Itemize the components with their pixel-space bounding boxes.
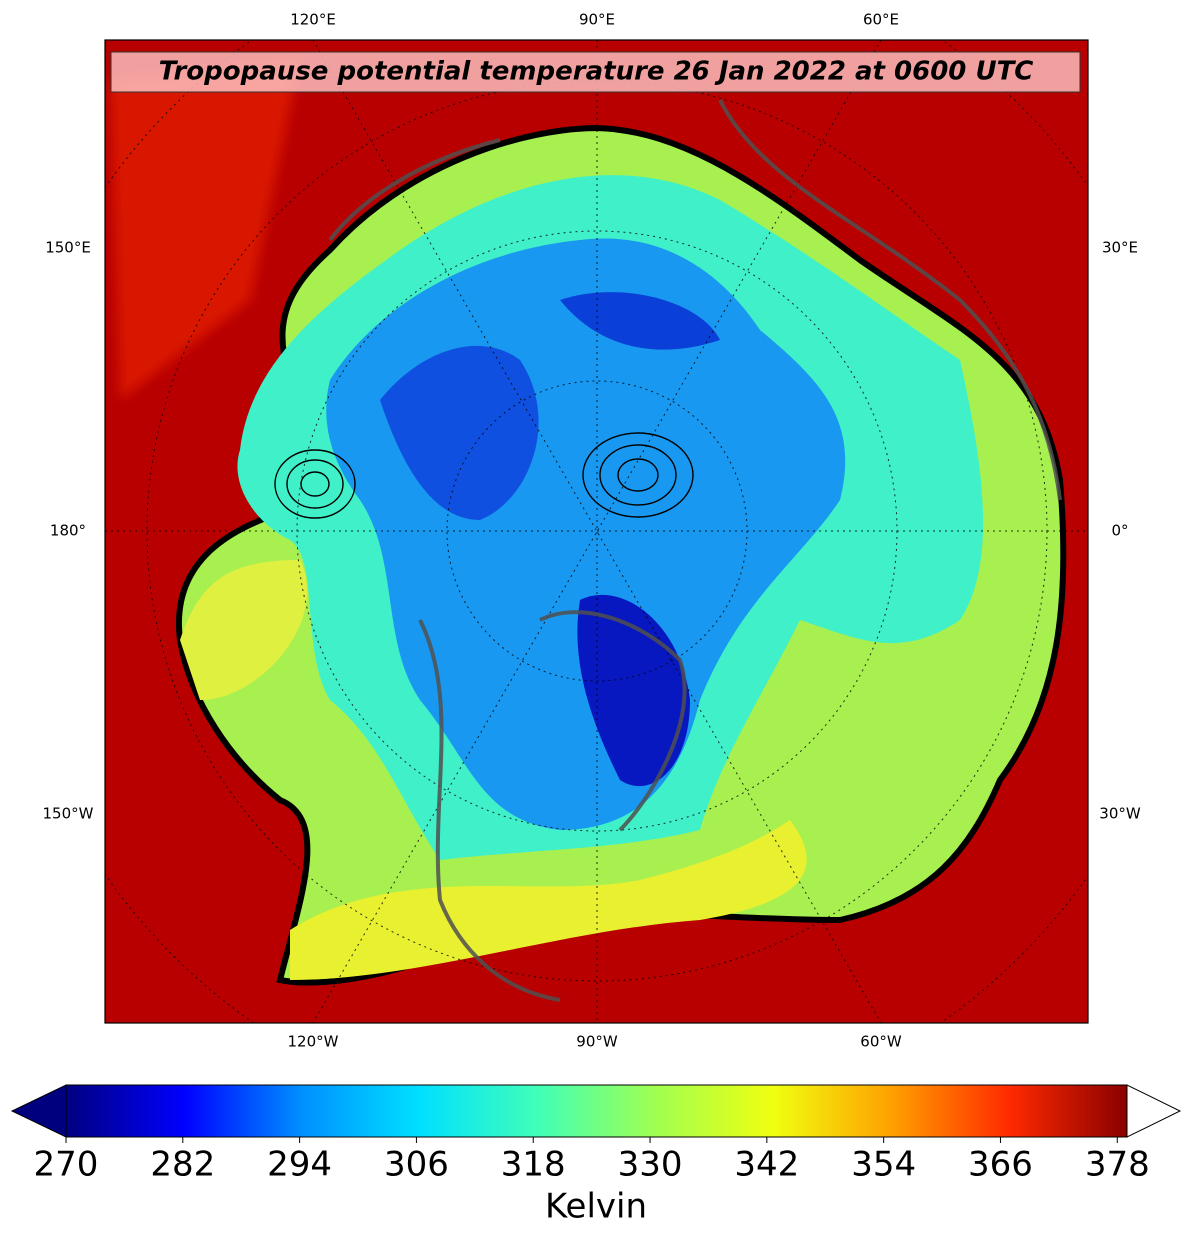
tick-label: 282 (150, 1145, 215, 1185)
lat-label: 30°E (1102, 239, 1138, 257)
lat-label: 150°E (45, 239, 91, 257)
tick-label: 378 (1085, 1145, 1150, 1185)
under-triangle (10, 1084, 67, 1138)
tick-label: 330 (618, 1145, 683, 1185)
lon-label: 120°W (288, 1033, 339, 1051)
lon-label: 60°E (863, 11, 899, 29)
colorbar: 270 282 294 306 318 330 342 354 366 378 Kelvin (10, 1084, 1182, 1227)
title-box (110, 51, 1081, 93)
over-triangle (1126, 1084, 1182, 1138)
tick-label: 270 (34, 1145, 99, 1185)
lon-label: 120°E (290, 11, 336, 29)
map-title: Tropopause potential temperature 26 Jan … (159, 57, 1034, 87)
tick-label: 318 (501, 1145, 566, 1185)
lon-label: 90°W (576, 1033, 618, 1051)
colorbar-label: Kelvin (545, 1187, 647, 1227)
tick-label: 366 (968, 1145, 1033, 1185)
tick-label: 342 (734, 1145, 799, 1185)
map (105, 40, 1088, 1023)
lat-label: 180° (50, 522, 86, 540)
lon-labels: 120°E 120°W 90°E 90°W 60°E 60°W 150°E 30°E 180° 0… (43, 11, 1141, 1051)
tick-label: 294 (267, 1145, 332, 1185)
lat-label: 30°W (1099, 805, 1141, 823)
map-frame (104, 39, 1089, 1024)
lon-label: 90°E (579, 11, 615, 29)
tick-label: 306 (384, 1145, 449, 1185)
lon-label: 60°W (860, 1033, 902, 1051)
lat-label: 150°W (43, 805, 94, 823)
tick-label: 354 (851, 1145, 916, 1185)
lat-label: 0° (1111, 522, 1128, 540)
colorbar-body (65, 1084, 1128, 1138)
